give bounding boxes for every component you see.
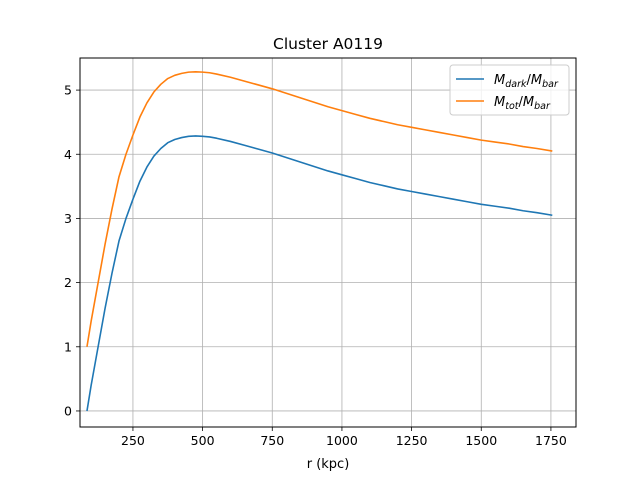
grid bbox=[80, 58, 576, 427]
y-tick-label: 5 bbox=[64, 83, 72, 98]
x-tick-label: 1500 bbox=[465, 433, 497, 448]
x-tick-label: 1250 bbox=[396, 433, 428, 448]
chart-title: Cluster A0119 bbox=[273, 35, 383, 53]
legend-label-dark: Mdark/Mbar bbox=[494, 73, 559, 90]
legend: Mdark/Mbar Mtot/Mbar bbox=[449, 64, 570, 116]
x-tick-label: 250 bbox=[121, 433, 145, 448]
y-tick-label: 4 bbox=[64, 147, 72, 162]
x-axis-label: r (kpc) bbox=[307, 457, 350, 472]
plot-area bbox=[80, 58, 576, 427]
series-line-dark bbox=[86, 135, 553, 412]
y-tick-label: 1 bbox=[64, 339, 72, 354]
series-lines bbox=[86, 71, 553, 412]
x-tick-label: 750 bbox=[260, 433, 284, 448]
legend-box bbox=[449, 64, 570, 116]
y-tick-label: 2 bbox=[64, 275, 72, 290]
plot-frame bbox=[79, 57, 577, 428]
x-tick-label: 500 bbox=[191, 433, 215, 448]
series-line-tot bbox=[86, 71, 553, 347]
x-tick-label: 1750 bbox=[535, 433, 567, 448]
x-tick-label: 1000 bbox=[326, 433, 358, 448]
y-axis-ticks: 0 1 2 3 4 5 bbox=[64, 83, 80, 418]
x-axis-ticks: 250 500 750 1000 1250 1500 1750 bbox=[121, 427, 567, 448]
legend-label-tot: Mtot/Mbar bbox=[494, 95, 551, 112]
y-tick-label: 0 bbox=[64, 403, 72, 418]
y-tick-label: 3 bbox=[64, 211, 72, 226]
